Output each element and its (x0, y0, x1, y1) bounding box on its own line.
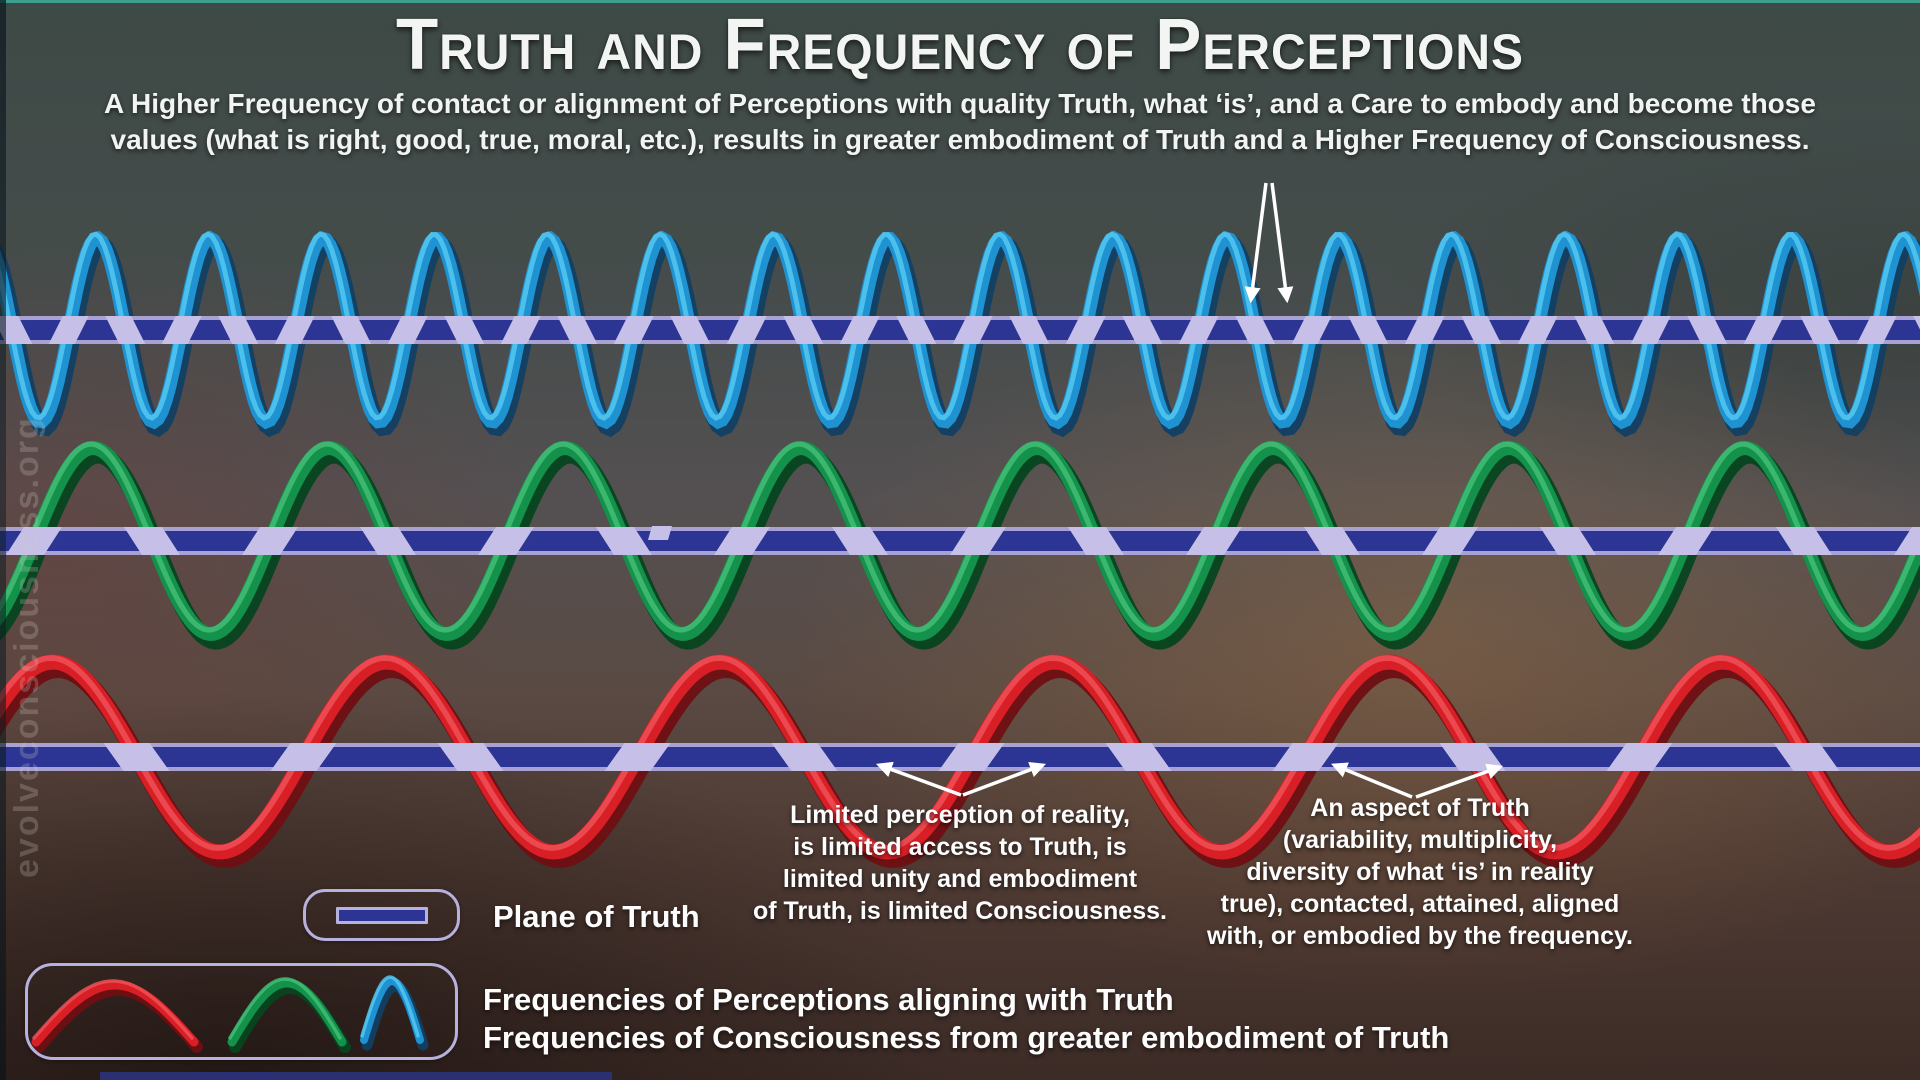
legend-line: Frequencies of Consciousness from greate… (483, 1020, 1450, 1055)
frequencies-legend-swatch (25, 963, 458, 1060)
annotation-line: limited unity and embodiment (782, 865, 1138, 893)
left-edge-shadow (0, 0, 6, 1080)
annotation-aspect-of-truth: An aspect of Truth (variability, multipl… (1200, 792, 1640, 952)
annotation-limited-perception: Limited perception of reality, is limite… (750, 799, 1170, 927)
page-title: Truth and Frequency of Perceptions (395, 5, 1525, 85)
plane-of-truth-label: Plane of Truth (493, 899, 700, 934)
top-accent-line (0, 0, 1920, 3)
legend-line: Frequencies of Perceptions aligning with… (483, 982, 1174, 1017)
bottom-navy-strip (100, 1072, 612, 1080)
subtitle-line: values (what is right, good, true, moral… (110, 124, 1810, 155)
annotation-line: An aspect of Truth (1310, 794, 1530, 822)
frequencies-legend-text: Frequencies of Perceptions aligning with… (483, 981, 1449, 1057)
annotation-line: (variability, multiplicity, (1282, 826, 1558, 854)
annotation-line: is limited access to Truth, is (793, 833, 1127, 861)
annotation-line: of Truth, is limited Consciousness. (753, 897, 1167, 925)
annotation-line: Limited perception of reality, (790, 801, 1130, 829)
annotation-line: with, or embodied by the frequency. (1207, 922, 1633, 950)
watermark: evolveconsciousness.org (8, 416, 46, 878)
plane-of-truth-legend-swatch (303, 889, 460, 941)
subtitle-line: A Higher Frequency of contact or alignme… (104, 88, 1816, 119)
plane-bar-icon (335, 906, 428, 924)
annotation-line: diversity of what ‘is’ in reality (1246, 858, 1594, 886)
subtitle: A Higher Frequency of contact or alignme… (0, 86, 1920, 158)
annotation-line: true), contacted, attained, aligned (1220, 890, 1620, 918)
